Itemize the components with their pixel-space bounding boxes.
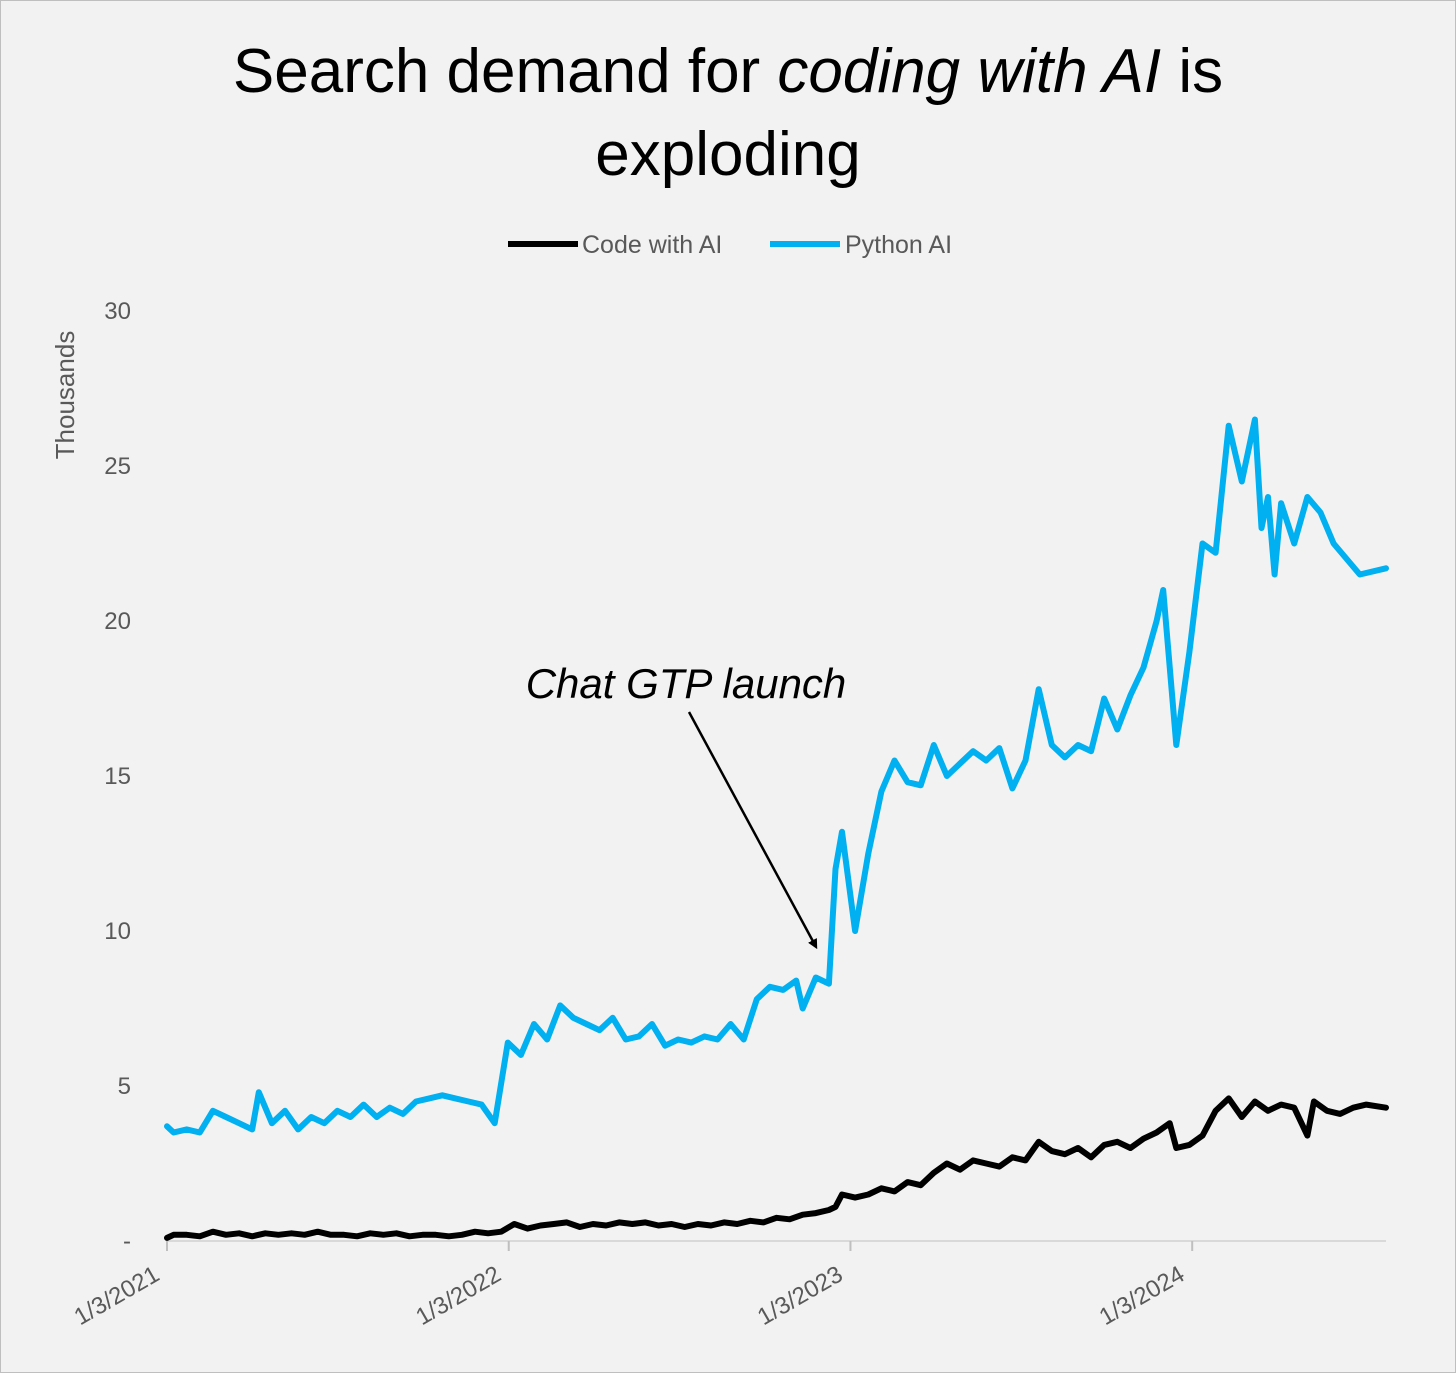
y-axis-ticks: - 5 10 15 20 25 30 bbox=[104, 298, 131, 1255]
y-tick-label: 5 bbox=[118, 1073, 131, 1100]
chart-title-line2: exploding bbox=[595, 120, 860, 189]
legend-label-code-with-ai: Code with AI bbox=[582, 231, 722, 259]
legend: Code with AI Python AI bbox=[508, 231, 952, 259]
y-tick-label: 15 bbox=[104, 763, 131, 790]
legend-label-python-ai: Python AI bbox=[845, 231, 952, 259]
annotation-chat-gtp-launch: Chat GTP launch bbox=[526, 660, 847, 707]
y-tick-label: 30 bbox=[104, 298, 131, 325]
y-tick-label: - bbox=[123, 1228, 131, 1255]
series-line-code-with-ai bbox=[164, 1095, 1389, 1241]
series-layer bbox=[164, 416, 1389, 1241]
chart-title-line1: Search demand for coding with AI is bbox=[233, 37, 1223, 106]
annotation-arrow bbox=[687, 711, 818, 950]
y-axis-label: Thousands bbox=[50, 331, 80, 460]
y-tick-label: 20 bbox=[104, 608, 131, 635]
y-tick-label: 25 bbox=[104, 453, 131, 480]
annotation: Chat GTP launch bbox=[526, 660, 847, 950]
y-tick-label: 10 bbox=[104, 918, 131, 945]
series-line-python-ai bbox=[164, 416, 1389, 1136]
